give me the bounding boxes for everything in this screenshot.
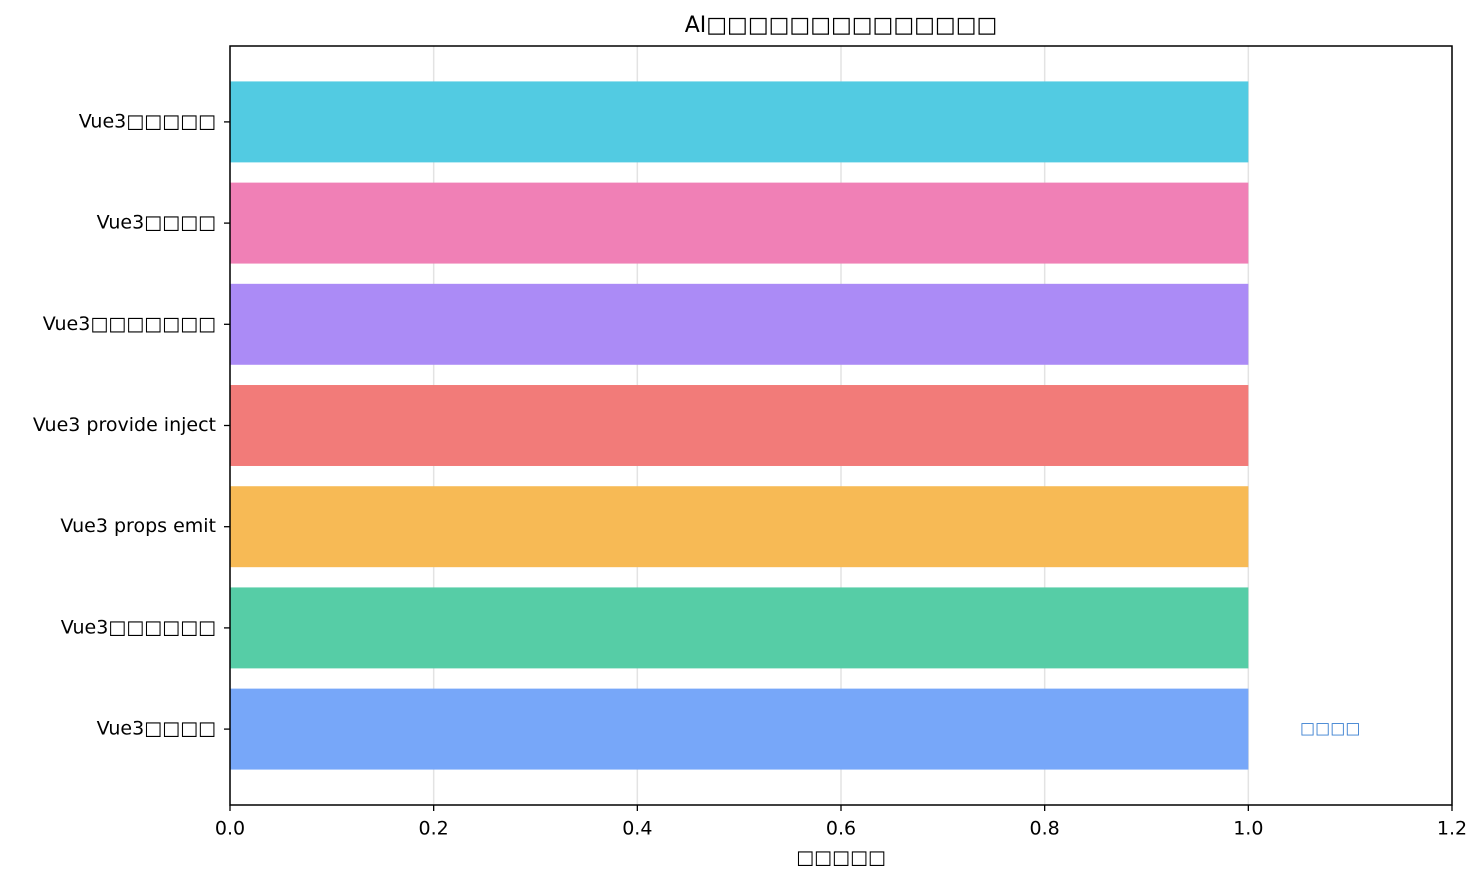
bar (230, 283, 1249, 365)
x-tick-label: 1.2 (1437, 818, 1467, 840)
x-axis-label: □□□□□ (796, 847, 886, 869)
bar (230, 587, 1249, 669)
y-tick-label: Vue3□□□□ (97, 212, 216, 234)
bar (230, 486, 1249, 568)
y-tick-label: Vue3□□□□□□□ (43, 313, 216, 335)
chart-title: AI□□□□□□□□□□□□□□ (685, 13, 998, 38)
x-tick-label: 0.0 (215, 818, 245, 840)
x-tick-label: 0.4 (622, 818, 652, 840)
x-tick-label: 0.6 (826, 818, 856, 840)
y-tick-label: Vue3□□□□□ (79, 110, 216, 132)
x-tick-label: 0.2 (419, 818, 449, 840)
bar (230, 81, 1249, 163)
y-tick-label: Vue3 provide inject (33, 414, 216, 436)
plot-frame (229, 45, 1453, 806)
y-tick-label: Vue3□□□□□□ (61, 616, 216, 638)
bar (230, 385, 1249, 466)
y-tick-label: Vue3 props emit (60, 515, 216, 537)
y-tick-label: Vue3□□□□ (97, 718, 216, 740)
bar (230, 182, 1249, 264)
annotation: □□□□ (1300, 719, 1360, 738)
x-tick-label: 1.0 (1233, 818, 1263, 840)
bar (230, 688, 1249, 770)
x-tick-label: 0.8 (1030, 818, 1060, 840)
